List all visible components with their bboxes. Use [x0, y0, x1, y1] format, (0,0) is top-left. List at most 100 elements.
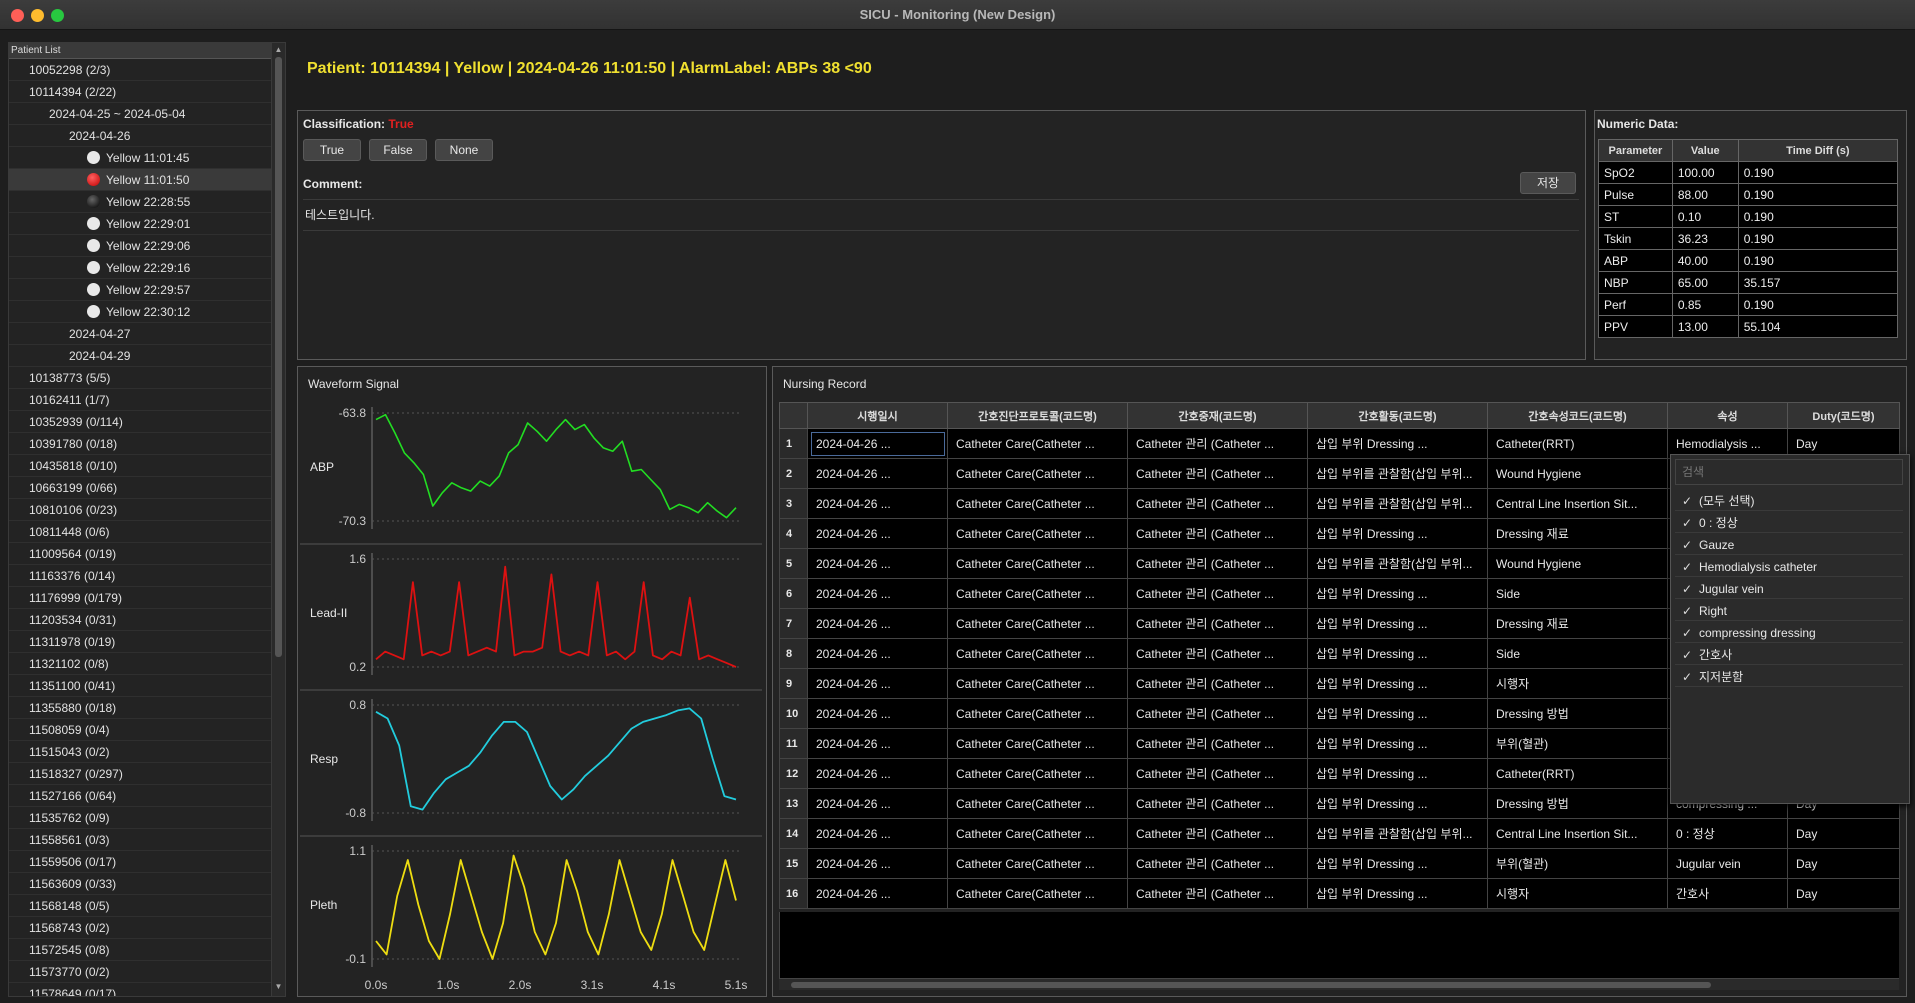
patient-tree-item[interactable]: 11527166 (0/64): [9, 785, 273, 807]
nursing-cell[interactable]: 2024-04-26 ...: [807, 818, 948, 849]
numeric-column-header[interactable]: Time Diff (s): [1737, 139, 1899, 162]
nursing-cell[interactable]: Catheter 관리 (Catheter ...: [1127, 728, 1308, 759]
filter-option[interactable]: ✓ compressing dressing: [1675, 623, 1903, 643]
alarm-tree-item[interactable]: Yellow 22:28:55: [9, 191, 273, 213]
nursing-cell[interactable]: Catheter Care(Catheter ...: [947, 848, 1128, 879]
scrollbar-thumb[interactable]: [791, 982, 1711, 988]
nursing-cell[interactable]: Catheter 관리 (Catheter ...: [1127, 758, 1308, 789]
nursing-cell[interactable]: 2024-04-26 ...: [807, 518, 948, 549]
table-row[interactable]: 16 2024-04-26 ... Catheter Care(Catheter .…: [779, 878, 1900, 909]
nursing-cell[interactable]: 삽입 부위 Dressing ...: [1307, 788, 1488, 819]
patient-tree-item[interactable]: 11355880 (0/18): [9, 697, 273, 719]
nursing-cell[interactable]: 삽입 부위 Dressing ...: [1307, 698, 1488, 729]
nursing-cell[interactable]: 2024-04-26 ...: [807, 428, 948, 459]
nursing-cell[interactable]: Catheter Care(Catheter ...: [947, 638, 1128, 669]
nursing-cell[interactable]: Catheter Care(Catheter ...: [947, 698, 1128, 729]
nursing-cell[interactable]: Catheter Care(Catheter ...: [947, 548, 1128, 579]
row-number[interactable]: 7: [779, 608, 808, 639]
date-tree-item[interactable]: 2024-04-29: [9, 345, 273, 367]
row-number[interactable]: 1: [779, 428, 808, 459]
patient-tree-item[interactable]: 11508059 (0/4): [9, 719, 273, 741]
checkbox-checked-icon[interactable]: ✓: [1681, 516, 1693, 530]
checkbox-checked-icon[interactable]: ✓: [1681, 626, 1693, 640]
patient-tree-item[interactable]: 11572545 (0/8): [9, 939, 273, 961]
nursing-cell[interactable]: Side: [1487, 578, 1668, 609]
nursing-cell[interactable]: Hemodialysis ...: [1667, 428, 1788, 459]
checkbox-checked-icon[interactable]: ✓: [1681, 648, 1693, 662]
nursing-cell[interactable]: Day: [1787, 878, 1900, 909]
nursing-cell[interactable]: Wound Hygiene: [1487, 548, 1668, 579]
patient-tree-item[interactable]: 10162411 (1/7): [9, 389, 273, 411]
patient-tree-item[interactable]: 11573770 (0/2): [9, 961, 273, 983]
checkbox-checked-icon[interactable]: ✓: [1681, 538, 1693, 552]
patient-tree-item[interactable]: 11568743 (0/2): [9, 917, 273, 939]
nursing-cell[interactable]: Dressing 재료: [1487, 518, 1668, 549]
nursing-cell[interactable]: Day: [1787, 818, 1900, 849]
nursing-cell[interactable]: Catheter 관리 (Catheter ...: [1127, 818, 1308, 849]
row-number[interactable]: 13: [779, 788, 808, 819]
row-number[interactable]: 5: [779, 548, 808, 579]
row-number[interactable]: 9: [779, 668, 808, 699]
nursing-cell[interactable]: 2024-04-26 ...: [807, 638, 948, 669]
patient-tree-item[interactable]: 11568148 (0/5): [9, 895, 273, 917]
checkbox-checked-icon[interactable]: ✓: [1681, 582, 1693, 596]
nursing-cell[interactable]: 2024-04-26 ...: [807, 548, 948, 579]
patient-tree-item[interactable]: 10810106 (0/23): [9, 499, 273, 521]
true-button[interactable]: True: [303, 139, 361, 161]
alarm-tree-item[interactable]: Yellow 11:01:45: [9, 147, 273, 169]
nursing-cell[interactable]: Side: [1487, 638, 1668, 669]
filter-option[interactable]: ✓ Gauze: [1675, 535, 1903, 555]
nursing-cell[interactable]: 삽입 부위 Dressing ...: [1307, 428, 1488, 459]
alarm-tree-item[interactable]: Yellow 22:30:12: [9, 301, 273, 323]
nursing-cell[interactable]: 0 : 정상: [1667, 818, 1788, 849]
patient-tree-item[interactable]: 10052298 (2/3): [9, 59, 273, 81]
nursing-cell[interactable]: 간호사: [1667, 878, 1788, 909]
filter-option[interactable]: ✓ (모두 선택): [1675, 491, 1903, 511]
false-button[interactable]: False: [369, 139, 427, 161]
patient-tree-item[interactable]: 11203534 (0/31): [9, 609, 273, 631]
row-number[interactable]: 8: [779, 638, 808, 669]
nursing-cell[interactable]: Catheter Care(Catheter ...: [947, 818, 1128, 849]
nursing-cell[interactable]: Jugular vein: [1667, 848, 1788, 879]
nursing-cell[interactable]: Catheter 관리 (Catheter ...: [1127, 638, 1308, 669]
alarm-tree-item[interactable]: Yellow 11:01:50: [9, 169, 273, 191]
nursing-cell[interactable]: Dressing 재료: [1487, 608, 1668, 639]
nursing-cell[interactable]: Catheter Care(Catheter ...: [947, 518, 1128, 549]
nursing-cell[interactable]: Catheter(RRT): [1487, 428, 1668, 459]
filter-option[interactable]: ✓ Hemodialysis catheter: [1675, 557, 1903, 577]
table-row[interactable]: 9 2024-04-26 ... Catheter Care(Catheter ..…: [779, 668, 1900, 699]
scroll-down-icon[interactable]: ▼: [274, 982, 283, 991]
nursing-cell[interactable]: Catheter Care(Catheter ...: [947, 728, 1128, 759]
nursing-cell[interactable]: Catheter Care(Catheter ...: [947, 578, 1128, 609]
row-number[interactable]: 11: [779, 728, 808, 759]
nursing-cell[interactable]: Catheter 관리 (Catheter ...: [1127, 428, 1308, 459]
nursing-cell[interactable]: 삽입 부위 Dressing ...: [1307, 608, 1488, 639]
nursing-cell[interactable]: Central Line Insertion Sit...: [1487, 488, 1668, 519]
patient-tree-item[interactable]: 11311978 (0/19): [9, 631, 273, 653]
patient-tree-item[interactable]: 10138773 (5/5): [9, 367, 273, 389]
filter-option[interactable]: ✓ 간호사: [1675, 645, 1903, 665]
nursing-cell[interactable]: 2024-04-26 ...: [807, 848, 948, 879]
nursing-cell[interactable]: 2024-04-26 ...: [807, 758, 948, 789]
nursing-cell[interactable]: 삽입 부위를 관찰함(삽입 부위...: [1307, 818, 1488, 849]
filter-option[interactable]: ✓ Right: [1675, 601, 1903, 621]
nursing-column-header[interactable]: 간호중재(코드명): [1127, 402, 1308, 429]
nursing-cell[interactable]: Catheter Care(Catheter ...: [947, 668, 1128, 699]
none-button[interactable]: None: [435, 139, 493, 161]
checkbox-checked-icon[interactable]: ✓: [1681, 494, 1693, 508]
nursing-cell[interactable]: Catheter 관리 (Catheter ...: [1127, 458, 1308, 489]
date-tree-item[interactable]: 2024-04-26: [9, 125, 273, 147]
nursing-cell[interactable]: 2024-04-26 ...: [807, 578, 948, 609]
patient-tree-item[interactable]: 11535762 (0/9): [9, 807, 273, 829]
alarm-tree-item[interactable]: Yellow 22:29:16: [9, 257, 273, 279]
alarm-tree-item[interactable]: Yellow 22:29:01: [9, 213, 273, 235]
nursing-cell[interactable]: Catheter 관리 (Catheter ...: [1127, 548, 1308, 579]
row-number[interactable]: 4: [779, 518, 808, 549]
nursing-cell[interactable]: Catheter 관리 (Catheter ...: [1127, 518, 1308, 549]
patient-tree-item[interactable]: 10352939 (0/114): [9, 411, 273, 433]
alarm-tree-item[interactable]: Yellow 22:29:57: [9, 279, 273, 301]
nursing-column-header[interactable]: 시행일시: [807, 402, 948, 429]
nursing-cell[interactable]: Catheter 관리 (Catheter ...: [1127, 608, 1308, 639]
nursing-cell[interactable]: 2024-04-26 ...: [807, 728, 948, 759]
date-tree-item[interactable]: 2024-04-27: [9, 323, 273, 345]
